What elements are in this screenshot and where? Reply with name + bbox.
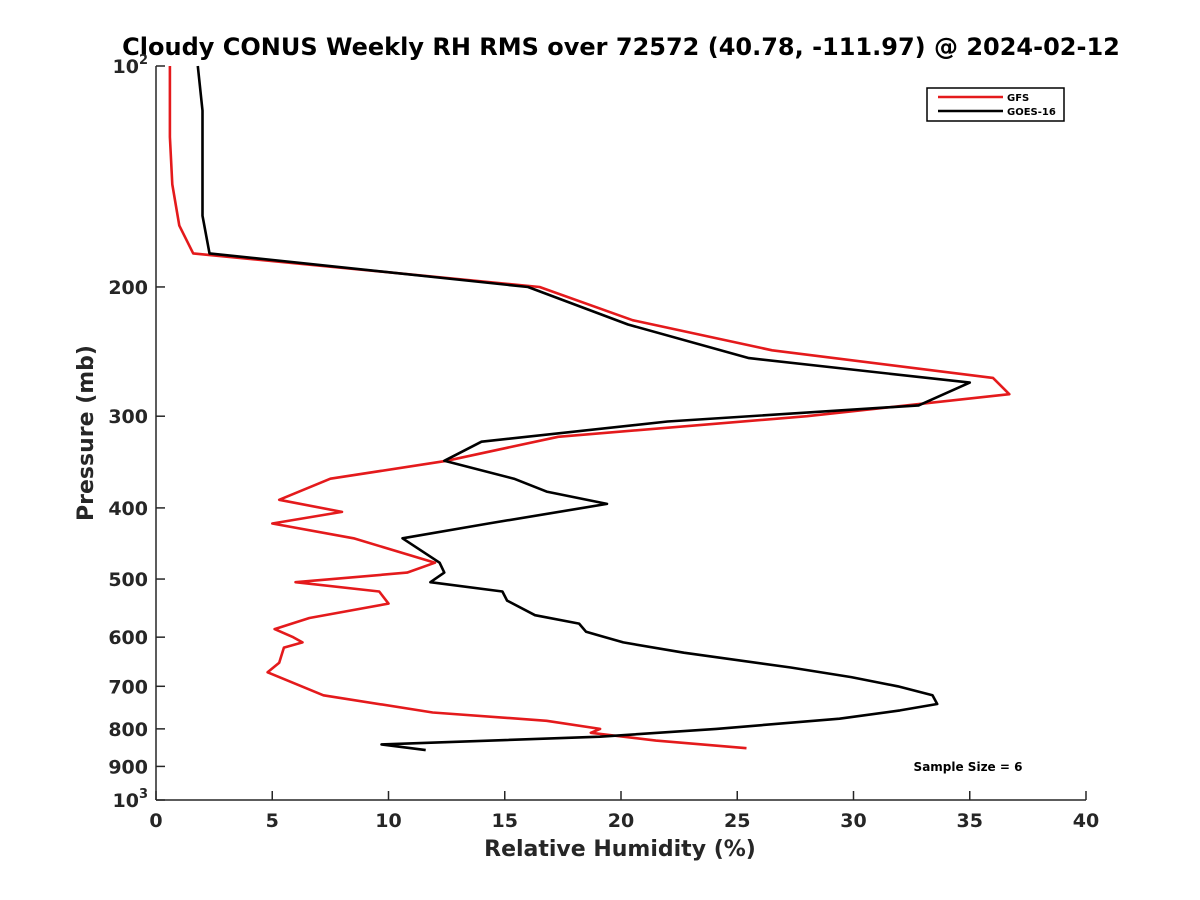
legend-box <box>926 87 1065 122</box>
y-tick-exponent: 2 <box>139 53 148 68</box>
x-axis-label: Relative Humidity (%) <box>484 837 756 862</box>
x-tick-label: 35 <box>957 810 983 832</box>
legend-label-goes-16: GOES-16 <box>1007 107 1056 118</box>
y-tick-label: 800 <box>108 719 148 741</box>
x-tick-label: 10 <box>375 810 401 832</box>
x-tick-label: 0 <box>149 810 162 832</box>
y-tick-label: 500 <box>108 569 148 591</box>
legend: GFS GOES-16 <box>926 87 1065 122</box>
legend-label-gfs: GFS <box>1007 93 1029 104</box>
series-layer <box>168 65 1011 752</box>
plot-background <box>156 66 1086 800</box>
y-tick-label: 200 <box>108 277 148 299</box>
series-line-goes-16 <box>196 65 972 752</box>
x-tick-label: 5 <box>266 810 279 832</box>
x-tick-label: 30 <box>840 810 866 832</box>
y-tick-label: 900 <box>108 756 148 778</box>
y-tick-label: 600 <box>108 627 148 649</box>
y-tick-label: 700 <box>108 676 148 698</box>
axes-layer: 0 5 10 15 20 25 30 35 40102200300400500600700800… <box>108 53 1099 832</box>
y-tick-exponent: 3 <box>139 787 148 802</box>
x-tick-label: 25 <box>724 810 750 832</box>
sample-size-annotation: Sample Size = 6 <box>914 760 1023 774</box>
y-tick-label: 300 <box>108 406 148 428</box>
x-tick-label: 15 <box>492 810 518 832</box>
y-axis-label: Pressure (mb) <box>74 345 99 521</box>
x-tick-label: 20 <box>608 810 634 832</box>
series-line-gfs <box>168 66 1011 750</box>
x-tick-label: 40 <box>1073 810 1099 832</box>
plot-area: 0 5 10 15 20 25 30 35 40102200300400500600700800… <box>108 53 1099 832</box>
chart-title: Cloudy CONUS Weekly RH RMS over 72572 (4… <box>122 33 1120 61</box>
y-tick-label: 400 <box>108 498 148 520</box>
